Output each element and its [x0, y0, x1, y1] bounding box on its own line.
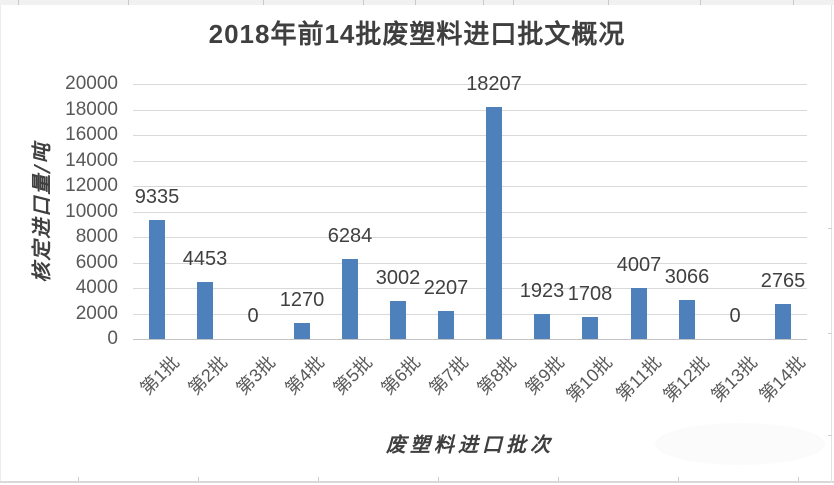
y-tick-label: 18000 — [65, 99, 118, 120]
bar — [390, 301, 406, 339]
x-category-label: 第3批 — [232, 352, 280, 399]
spreadsheet-top-border — [0, 0, 834, 5]
bar — [197, 282, 213, 339]
bar-value-label: 4453 — [182, 248, 228, 270]
y-tick-label: 14000 — [65, 150, 118, 171]
bar-value-label: 0 — [247, 305, 259, 327]
bar — [631, 288, 647, 339]
grid-tick-artifact — [318, 477, 319, 481]
bar-value-label: 18207 — [466, 73, 522, 95]
spreadsheet-left-border — [0, 5, 1, 481]
gridline — [133, 110, 807, 111]
x-category-label: 第14批 — [755, 352, 810, 406]
grid-tick-artifact — [128, 0, 129, 5]
grid-tick-artifact — [828, 333, 832, 334]
bar — [294, 323, 310, 339]
grid-tick-artifact — [798, 477, 799, 481]
spreadsheet-bottom-border — [0, 481, 834, 483]
grid-tick-artifact — [263, 0, 264, 5]
y-tick-label: 20000 — [65, 73, 118, 94]
gridline — [133, 186, 807, 187]
y-tick-label: 6000 — [75, 252, 118, 273]
bar — [149, 220, 165, 339]
bar — [534, 314, 550, 339]
grid-tick-artifact — [363, 0, 364, 5]
y-tick-label: 16000 — [65, 124, 118, 145]
y-tick-label: 0 — [107, 328, 118, 349]
y-tick-label: 4000 — [75, 277, 118, 298]
gridline — [133, 288, 807, 289]
bar — [775, 304, 791, 339]
bar — [679, 300, 695, 339]
grid-tick-artifact — [18, 0, 19, 5]
gridline — [133, 263, 807, 264]
grid-tick-artifact — [700, 0, 701, 5]
y-tick-label: 10000 — [65, 201, 118, 222]
bar-value-label: 3066 — [664, 266, 710, 288]
bar — [582, 317, 598, 339]
gridline — [133, 84, 807, 85]
y-axis-title: 核定进口量/吨 — [29, 141, 54, 283]
gridline — [133, 237, 807, 238]
bar-value-label: 1923 — [519, 280, 565, 302]
bar-value-label: 1708 — [567, 283, 613, 305]
gridline — [133, 212, 807, 213]
grid-tick-artifact — [483, 0, 484, 5]
gridline — [133, 135, 807, 136]
x-axis-line — [133, 339, 807, 340]
gridline — [133, 314, 807, 315]
bar-value-label: 6284 — [327, 225, 373, 247]
grid-tick-artifact — [415, 0, 416, 5]
grid-tick-artifact — [438, 477, 439, 481]
bar-value-label: 0 — [729, 305, 741, 327]
bar-value-label: 3002 — [375, 267, 421, 289]
bar-value-label: 1270 — [279, 289, 325, 311]
grid-tick-artifact — [513, 0, 514, 5]
grid-tick-artifact — [608, 0, 609, 5]
gridline — [133, 161, 807, 162]
bar — [438, 311, 454, 339]
grid-tick-artifact — [828, 435, 832, 436]
bar-value-label: 2207 — [423, 277, 469, 299]
bar-value-label: 2765 — [760, 270, 806, 292]
bar-value-label: 9335 — [134, 186, 180, 208]
bar — [486, 107, 502, 339]
spreadsheet-right-border — [831, 5, 832, 483]
grid-tick-artifact — [678, 477, 679, 481]
y-tick-label: 8000 — [75, 226, 118, 247]
chart-title: 2018年前14批废塑料进口批文概况 — [208, 19, 626, 49]
bar — [342, 259, 358, 339]
bar-value-label: 4007 — [616, 254, 662, 276]
y-tick-label: 2000 — [75, 303, 118, 324]
grid-tick-artifact — [793, 0, 794, 5]
grid-tick-artifact — [198, 477, 199, 481]
x-axis-title: 废塑料进口批次 — [386, 432, 554, 457]
grid-tick-artifact — [828, 228, 832, 229]
y-tick-label: 12000 — [65, 175, 118, 196]
grid-tick-artifact — [558, 477, 559, 481]
grid-tick-artifact — [78, 477, 79, 481]
